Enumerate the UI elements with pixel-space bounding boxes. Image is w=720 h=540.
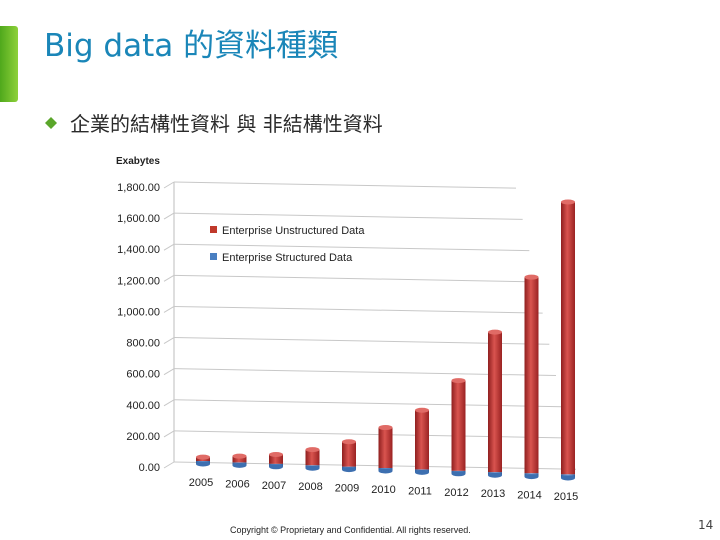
y-tick-label: 1,400.00 xyxy=(117,244,160,256)
copyright-footer: Copyright © Proprietary and Confidential… xyxy=(230,525,471,535)
bar-unstructured xyxy=(488,332,502,473)
gridline xyxy=(173,399,563,408)
legend-label: Enterprise Unstructured Data xyxy=(222,225,365,237)
legend-label: Enterprise Structured Data xyxy=(222,252,353,264)
bar-unstructured xyxy=(269,454,283,464)
legend-swatch xyxy=(210,226,217,233)
gridline xyxy=(173,212,523,220)
bar-structured-base xyxy=(269,464,283,470)
bar-unstructured xyxy=(451,380,466,471)
bar-structured-base xyxy=(451,471,466,477)
y-tick-label: 1,000.00 xyxy=(117,306,160,318)
bar-unstructured xyxy=(524,277,539,474)
gridline-side xyxy=(163,274,175,282)
bar-unstructured xyxy=(415,410,429,470)
bar-unstructured-top xyxy=(269,451,283,457)
x-tick-label: 2006 xyxy=(225,478,249,490)
gridline-side xyxy=(163,430,175,438)
bar-unstructured-top xyxy=(415,407,429,413)
gridline-side xyxy=(163,212,175,220)
y-tick-label: 200.00 xyxy=(126,431,160,443)
gridline-side xyxy=(163,181,175,189)
gridline-side xyxy=(163,243,175,251)
page-number: 14 xyxy=(698,518,714,532)
x-tick-label: 2015 xyxy=(554,491,578,503)
gridline-side xyxy=(163,337,175,344)
bullet-text: 企業的結構性資料 與 非結構性資料 xyxy=(70,112,383,136)
bar-structured-base xyxy=(342,467,356,473)
bar-unstructured-top xyxy=(488,329,502,335)
bar-unstructured xyxy=(378,427,393,468)
chart-canvas: 0.00 200.00 400.00 600.00 800.00 1,000.00 1,20… xyxy=(116,156,578,503)
x-tick-label: 2008 xyxy=(298,481,322,493)
gridline xyxy=(173,243,530,252)
x-tick-label: 2011 xyxy=(408,485,432,497)
bar-unstructured-top xyxy=(524,274,539,280)
bar-chart: 0.00 200.00 400.00 600.00 800.00 1,000.00 1,20… xyxy=(100,150,620,520)
y-tick-label: 1,600.00 xyxy=(117,213,160,225)
bar-unstructured xyxy=(305,449,320,466)
y-tick-label: 0.00 xyxy=(139,462,160,474)
x-tick-label: 2013 xyxy=(481,488,505,500)
bar-structured-base xyxy=(488,472,502,478)
y-tick-label: 1,200.00 xyxy=(117,275,160,287)
y-tick-label: 600.00 xyxy=(126,369,160,381)
bar-structured-base xyxy=(415,469,429,475)
x-tick-label: 2007 xyxy=(262,480,286,492)
y-tick-label: 1,800.00 xyxy=(117,182,160,194)
gridline xyxy=(173,337,550,345)
x-tick-label: 2010 xyxy=(371,484,395,496)
gridline-side xyxy=(163,306,175,313)
gridline-side xyxy=(163,368,175,376)
bar-structured-base xyxy=(232,462,247,468)
gridline xyxy=(173,305,543,314)
bar-unstructured-top xyxy=(342,439,356,445)
gridline-side xyxy=(163,399,175,407)
x-tick-label: 2012 xyxy=(444,487,468,499)
bar-unstructured-top xyxy=(451,378,466,384)
bar-unstructured-top xyxy=(561,199,575,205)
gridline xyxy=(173,430,570,439)
bar-unstructured xyxy=(342,441,356,467)
bar-unstructured-top xyxy=(305,447,320,453)
gridline-side xyxy=(163,461,175,469)
bar-structured-base xyxy=(378,468,393,474)
bar-structured-base xyxy=(305,465,320,471)
y-axis-title: Exabytes xyxy=(116,156,160,167)
y-tick-label: 800.00 xyxy=(126,338,160,350)
diamond-bullet-icon xyxy=(45,116,57,129)
gridline xyxy=(173,274,537,283)
bar-unstructured xyxy=(232,456,247,463)
bar-structured-base xyxy=(524,474,539,480)
bar-structured-base xyxy=(561,475,575,481)
gridline xyxy=(173,181,517,189)
bar-unstructured-top xyxy=(196,454,210,460)
bar-structured-base xyxy=(196,461,210,467)
legend-swatch xyxy=(210,253,217,260)
bar-unstructured-top xyxy=(378,425,393,431)
x-tick-label: 2005 xyxy=(189,477,213,489)
x-tick-label: 2014 xyxy=(517,490,541,502)
bullet-item: 企業的結構性資料 與 非結構性資料 xyxy=(44,108,383,137)
x-tick-label: 2009 xyxy=(335,483,359,495)
title-accent-bar xyxy=(0,26,18,102)
bar-unstructured-top xyxy=(232,453,247,459)
bar-unstructured xyxy=(561,202,575,475)
slide-title: Big data 的資料種類 xyxy=(44,28,339,64)
y-tick-label: 400.00 xyxy=(126,400,160,412)
